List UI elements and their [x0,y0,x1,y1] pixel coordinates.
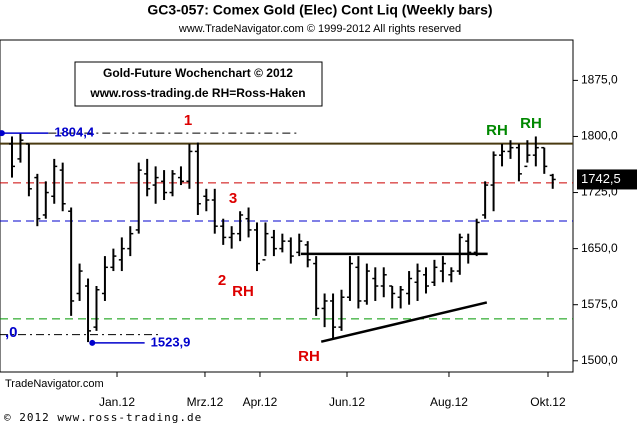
trend-line [320,301,488,343]
chart-subtitle: www.TradeNavigator.com © 1999-2012 All r… [178,23,461,35]
y-tick-label: 1650,0 [581,241,618,255]
y-tick-label: 1875,0 [581,73,618,87]
annotation: 2 [218,272,226,289]
legend-line: Gold-Future Wochenchart © 2012 [103,66,293,80]
level-marker [89,339,96,346]
last-price-box [577,169,637,190]
last-price-label: 1742,5 [581,171,621,186]
legend-box [74,61,323,107]
chart-title: GC3-057: Comex Gold (Elec) Cont Liq (Wee… [147,2,492,18]
x-tick-label: Okt.12 [530,395,566,409]
annotation: RH [298,348,320,365]
annotation: 3 [229,190,237,207]
level-label: 1523,9 [151,334,191,349]
x-tick-label: Aug.12 [430,395,468,409]
level-label: 1804,4 [54,125,95,140]
annotation: RH [520,115,542,132]
level-marker [0,130,5,137]
watermark: TradeNavigator.com [5,378,104,390]
annotation: ,0 [5,324,18,341]
x-tick-label: Apr.12 [243,395,278,409]
x-tick-label: Mrz.12 [187,395,224,409]
annotation: RH [232,283,254,300]
footer: © 2012 www.ross-trading.de [4,411,202,424]
annotation: 1 [184,112,192,129]
x-tick-label: Jan.12 [99,395,135,409]
y-tick-label: 1575,0 [581,297,618,311]
annotation: RH [486,122,508,139]
legend-line: www.ross-trading.de RH=Ross-Haken [89,86,305,100]
y-tick-label: 1500,0 [581,353,618,367]
y-tick-label: 1800,0 [581,129,618,143]
x-tick-label: Jun.12 [329,395,365,409]
